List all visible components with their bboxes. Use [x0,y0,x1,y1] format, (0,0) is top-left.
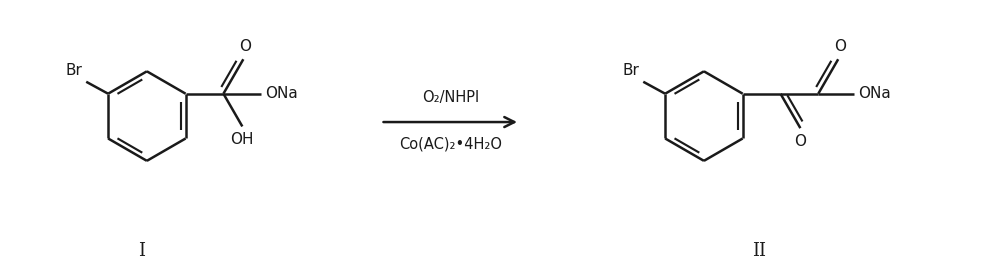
Text: O: O [834,39,846,54]
Text: Co(AC)₂•4H₂O: Co(AC)₂•4H₂O [399,136,502,152]
Text: ONa: ONa [265,86,298,101]
Text: O₂/NHPI: O₂/NHPI [422,90,479,105]
Text: Br: Br [65,63,82,78]
Text: Br: Br [622,63,639,78]
Text: O: O [239,39,251,54]
Text: ONa: ONa [858,86,891,101]
Text: OH: OH [231,133,254,147]
Text: I: I [138,242,145,260]
Text: II: II [752,242,766,260]
Text: O: O [794,134,806,149]
